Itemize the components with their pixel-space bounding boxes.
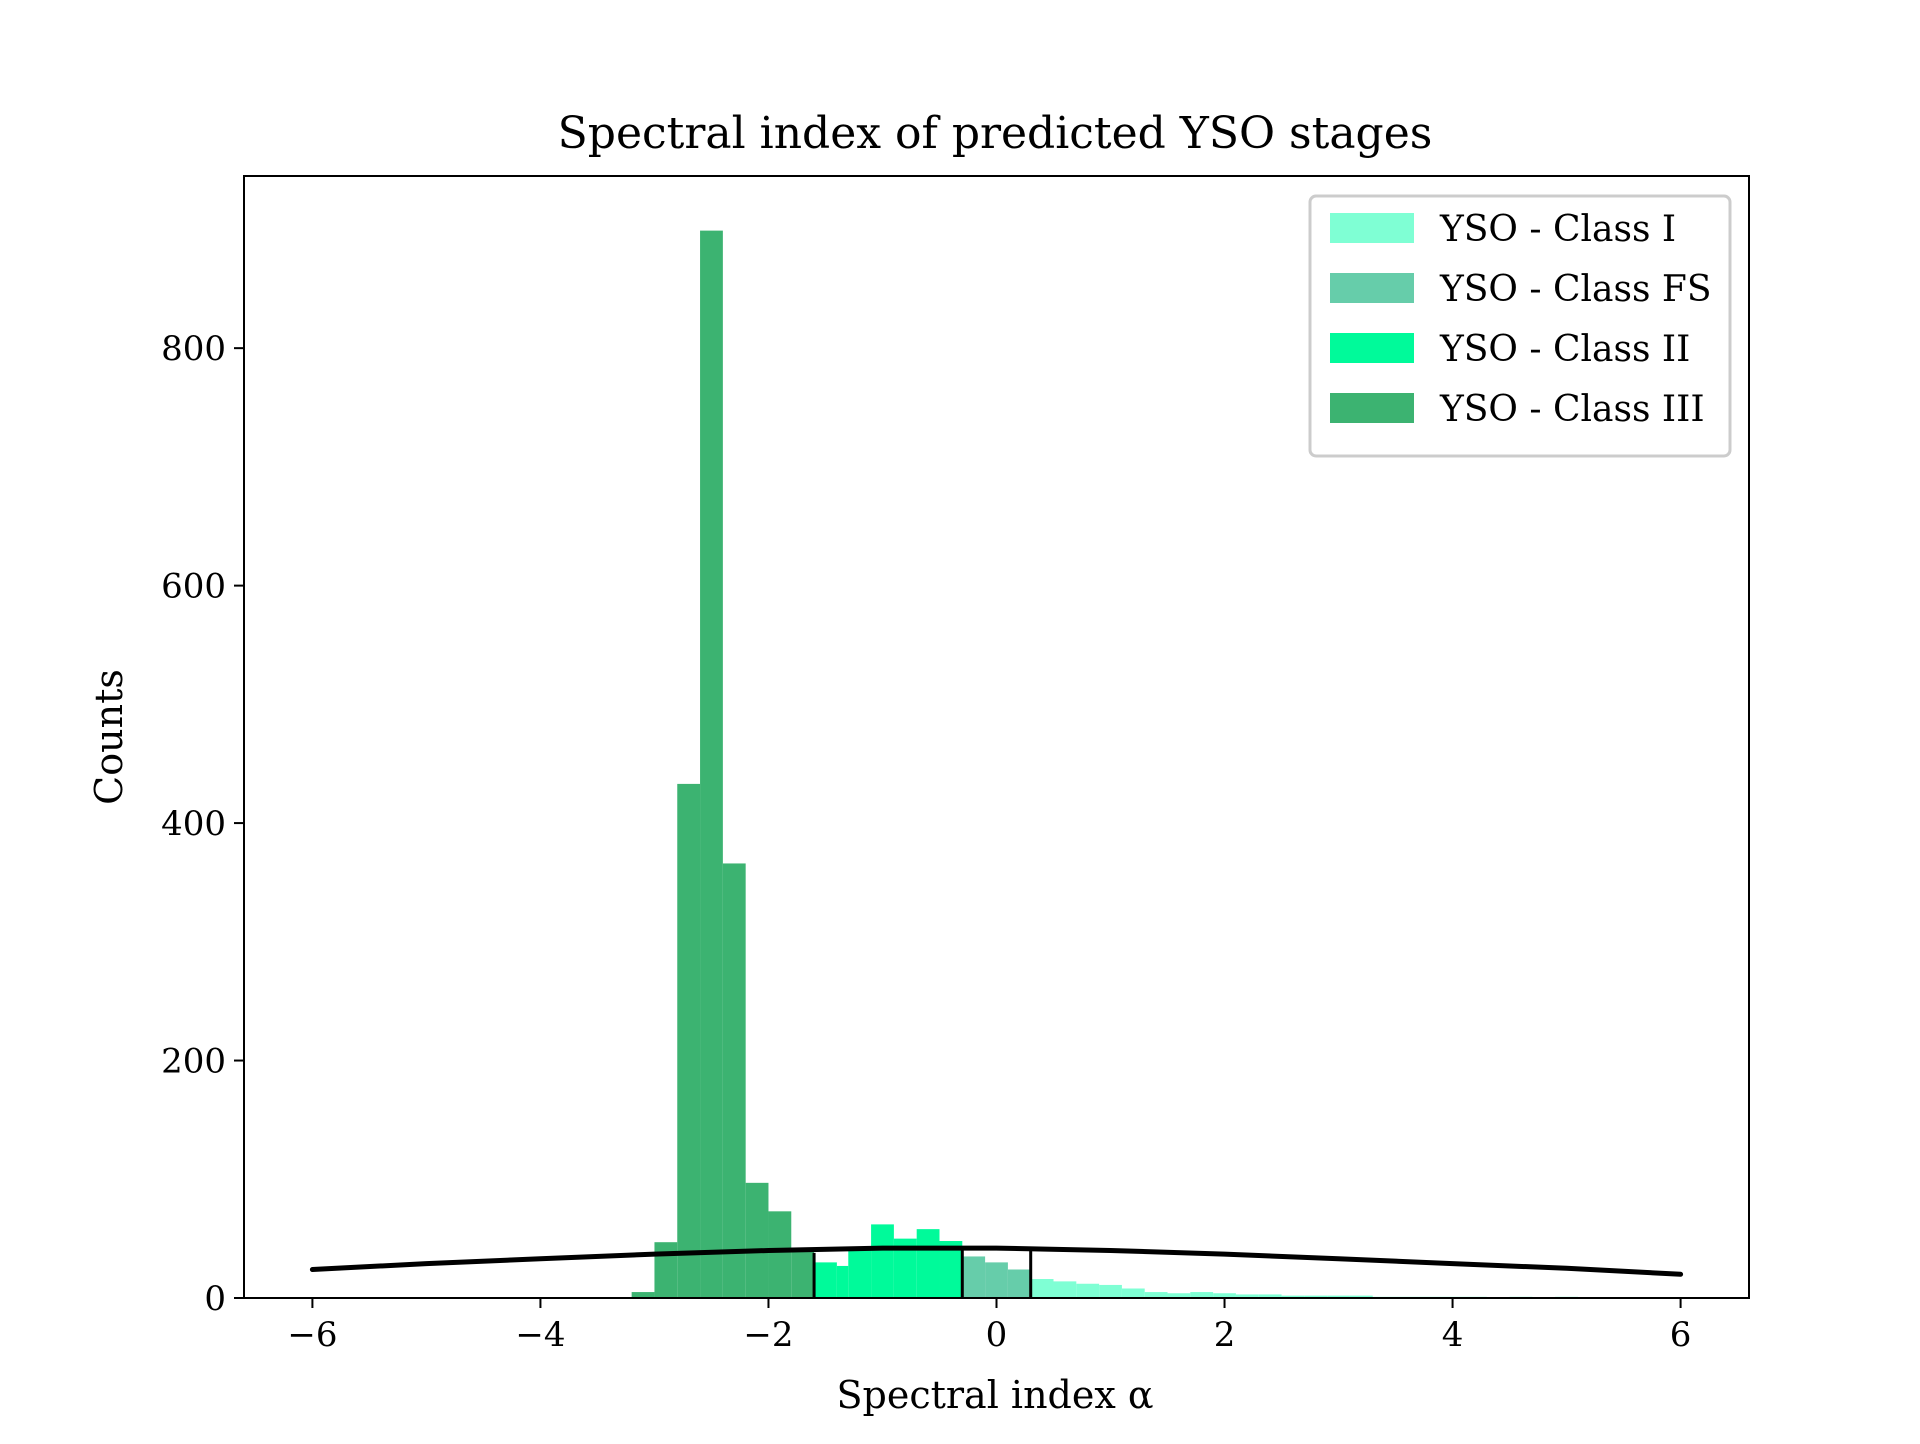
legend-swatch-4: [1330, 393, 1414, 423]
series-4: [631, 230, 815, 1299]
chart-title: Spectral index of predicted YSO stages: [558, 108, 1433, 159]
bar-series-1-bin-2: [1053, 1281, 1077, 1298]
x-tick-label-5: 2: [1214, 1315, 1236, 1355]
bar-series-1-bin-7: [1167, 1293, 1191, 1298]
bar-series-1-bin-9: [1213, 1293, 1236, 1298]
legend-label-1: YSO - Class I: [1439, 209, 1676, 250]
legend-swatch-1: [1330, 213, 1414, 243]
bar-series-1-bin-3: [1076, 1283, 1100, 1298]
x-tick-label-2: −4: [515, 1315, 565, 1355]
x-tick-label-4: 0: [986, 1315, 1008, 1355]
bar-series-3-bin-2: [836, 1265, 849, 1298]
bar-series-1-bin-14: [1327, 1295, 1350, 1298]
bars-layer: [631, 230, 1578, 1299]
y-axis: 0 200 400 600 800: [161, 329, 244, 1319]
bar-series-3-bin-6: [916, 1229, 940, 1298]
x-axis-label: Spectral index α: [836, 1373, 1153, 1417]
x-axis: −6 −4 −2 0 2 4 6: [287, 1298, 1691, 1355]
bar-series-1-bin-15: [1349, 1295, 1373, 1298]
bar-series-1-bin-1: [1030, 1279, 1054, 1298]
y-tick-label-3: 400: [161, 804, 226, 844]
x-tick-label-3: −2: [743, 1315, 793, 1355]
bar-series-4-bin-2: [654, 1242, 678, 1298]
series-2: [962, 1256, 1031, 1298]
x-tick-label-6: 4: [1442, 1315, 1464, 1355]
legend: YSO - Class I YSO - Class FS YSO - Class I…: [1308, 194, 1732, 458]
x-tick-label-1: −6: [287, 1315, 337, 1355]
bar-series-4-bin-1: [631, 1292, 655, 1298]
legend-label-4: YSO - Class III: [1439, 389, 1705, 430]
bar-series-2-bin-1: [962, 1256, 986, 1298]
fit-curve: [309, 1245, 1684, 1277]
bar-series-4-bin-4: [700, 230, 723, 1299]
bar-series-4-bin-3: [677, 783, 701, 1298]
bar-series-1-bin-4: [1099, 1284, 1122, 1298]
bar-series-4-bin-5: [722, 863, 746, 1298]
bar-series-3-bin-5: [893, 1238, 917, 1298]
legend-swatch-2: [1330, 273, 1414, 303]
series-3: [814, 1224, 963, 1298]
bar-series-1-bin-5: [1121, 1288, 1145, 1298]
y-tick-label-5: 800: [161, 329, 226, 369]
bar-series-4-bin-6: [745, 1182, 769, 1298]
legend-swatch-3: [1330, 333, 1414, 363]
bar-series-2-bin-2: [985, 1262, 1008, 1298]
bar-series-1-bin-12: [1281, 1295, 1305, 1298]
y-tick-label-4: 600: [161, 567, 226, 607]
y-tick-label-2: 200: [161, 1042, 226, 1082]
bar-series-4-bin-8: [791, 1250, 815, 1298]
legend-label-2: YSO - Class FS: [1439, 269, 1712, 310]
bar-series-1-bin-11: [1258, 1294, 1282, 1298]
series-1: [1030, 1279, 1578, 1298]
y-tick-label-1: 0: [204, 1279, 226, 1319]
bar-series-2-bin-3: [1007, 1269, 1031, 1298]
bar-series-1-bin-8: [1190, 1292, 1214, 1298]
bar-series-3-bin-1: [814, 1262, 837, 1298]
bar-series-4-bin-7: [768, 1211, 792, 1298]
bar-series-1-bin-13: [1304, 1295, 1328, 1298]
bar-series-1-bin-10: [1235, 1294, 1259, 1298]
bar-series-3-bin-7: [939, 1241, 963, 1298]
y-axis-label: Counts: [87, 669, 131, 805]
bar-series-1-bin-6: [1144, 1292, 1168, 1298]
legend-box: [1308, 194, 1732, 458]
legend-label-3: YSO - Class II: [1439, 329, 1690, 370]
x-tick-label-7: 6: [1670, 1315, 1692, 1355]
bar-series-3-bin-3: [848, 1250, 872, 1298]
bar-series-3-bin-4: [871, 1224, 894, 1298]
curve-layer: [309, 1245, 1684, 1298]
